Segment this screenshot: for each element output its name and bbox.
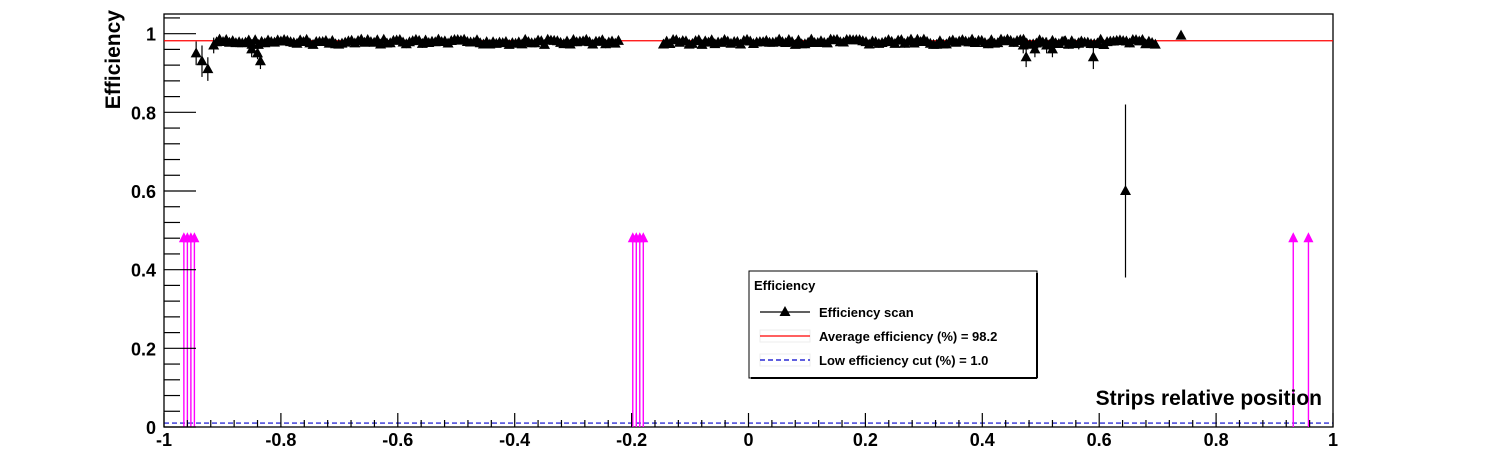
- x-axis-title: Strips relative position: [1096, 387, 1322, 410]
- efficiency-point: [1175, 29, 1187, 40]
- x-tick-label: 0.4: [970, 430, 995, 450]
- efficiency-point: [202, 63, 214, 74]
- y-tick-label: 0.2: [131, 339, 156, 359]
- legend-label-efficiency-scan: Efficiency scan: [819, 305, 914, 320]
- x-tick-label: -0.6: [382, 430, 413, 450]
- efficiency-point: [190, 47, 202, 58]
- y-tick-label: 0.8: [131, 103, 156, 123]
- x-tick-label: -1: [156, 430, 172, 450]
- masked-strip-arrowhead: [189, 232, 200, 243]
- efficiency-point: [196, 55, 208, 66]
- plot-layer: [164, 29, 1333, 427]
- efficiency-point: [208, 39, 220, 50]
- efficiency-point: [1073, 37, 1085, 48]
- x-tick-label: -0.4: [499, 430, 530, 450]
- efficiency-point: [1120, 185, 1132, 195]
- x-tick-label: 0.2: [853, 430, 878, 450]
- x-tick-label: 0.6: [1087, 430, 1112, 450]
- y-tick-label: 0: [146, 418, 156, 438]
- efficiency-point: [1058, 35, 1070, 46]
- masked-strip-arrowhead: [1303, 232, 1314, 243]
- efficiency-point: [1017, 39, 1029, 50]
- y-tick-label: 1: [146, 25, 156, 45]
- legend-label-average-efficiency: Average efficiency (%) = 98.2: [819, 329, 997, 344]
- y-tick-label: 0.4: [131, 261, 156, 281]
- efficiency-point: [246, 43, 258, 54]
- masked-strip-arrowhead: [1288, 232, 1299, 243]
- efficiency-point: [1149, 38, 1161, 49]
- y-tick-label: 0.6: [131, 182, 156, 202]
- y-axis-title: Efficiency: [102, 10, 125, 110]
- legend-entry-average-efficiency: Average efficiency (%) = 98.2: [759, 329, 997, 344]
- efficiency-point: [539, 38, 551, 49]
- efficiency-point: [214, 33, 226, 44]
- x-tick-label: -0.2: [616, 430, 647, 450]
- efficiency-point: [1020, 51, 1032, 62]
- x-tick-label: 1: [1328, 430, 1338, 450]
- axes: -1 -0.8 -0.6 -0.4 -0.2 0 0.2 0.4 0.6 0.8 1 0 0.2 0.4 0…: [131, 17, 1338, 450]
- x-tick-label: 0.8: [1204, 430, 1229, 450]
- masked-strip-arrowhead: [638, 232, 649, 243]
- legend-triangle-marker: [779, 306, 791, 316]
- legend-entry-low-efficiency-cut: Low efficiency cut (%) = 1.0: [759, 353, 988, 368]
- efficiency-point: [1041, 39, 1053, 50]
- efficiency-point: [254, 55, 266, 66]
- efficiency-point: [1087, 51, 1099, 62]
- legend-label-low-efficiency-cut: Low efficiency cut (%) = 1.0: [819, 353, 988, 368]
- efficiency-point: [1046, 43, 1058, 54]
- legend: Efficiency Efficiency scan Average effic…: [748, 270, 1038, 379]
- x-tick-label: -0.8: [265, 430, 296, 450]
- legend-title: Efficiency: [754, 278, 816, 293]
- legend-entry-efficiency-scan: Efficiency scan: [760, 305, 914, 320]
- efficiency-point: [1029, 43, 1041, 54]
- x-tick-label: 0: [743, 430, 753, 450]
- efficiency-point: [612, 34, 624, 45]
